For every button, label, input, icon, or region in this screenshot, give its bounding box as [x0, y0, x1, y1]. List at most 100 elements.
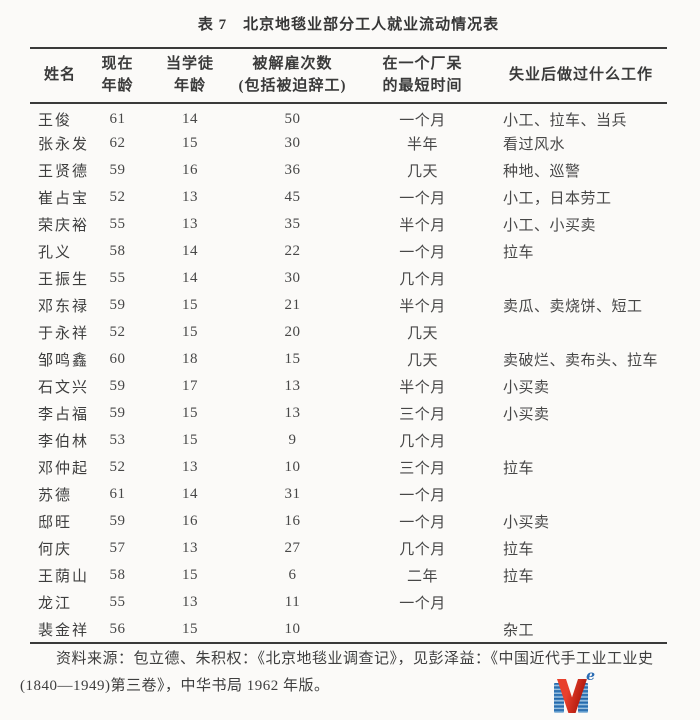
- table-cell: 22: [284, 243, 301, 259]
- table-cell: 一个月: [399, 515, 446, 531]
- table-cell: 14: [182, 270, 198, 286]
- table-cell: 几个月: [399, 434, 446, 450]
- table-cell: 王贤德: [38, 164, 90, 180]
- table-cell: 62: [109, 135, 126, 151]
- table-cell: 16: [182, 513, 198, 529]
- table-cell: [495, 589, 667, 616]
- table-row: 崔占宝 52 13 45 一个月 小工，日本劳工: [30, 184, 667, 211]
- table-row: 何庆 57 13 27 几个月 拉车: [30, 535, 667, 562]
- table-cell: 小买卖: [503, 407, 550, 423]
- table-cell: 10: [284, 459, 301, 475]
- table-cell: 李伯林: [38, 434, 90, 450]
- table-cell: 27: [284, 540, 301, 556]
- table-cell: 58: [109, 567, 126, 583]
- table-cell: 16: [182, 162, 198, 178]
- table-cell: 拉车: [503, 245, 535, 261]
- table-cell: 邹鸣鑫: [38, 353, 90, 369]
- table-cell: 15: [284, 351, 301, 367]
- table-cell: 几天: [406, 353, 438, 369]
- table-cell: 小买卖: [503, 380, 550, 396]
- table-cell: 52: [109, 324, 126, 340]
- logo-superscript-e: e: [586, 668, 595, 684]
- table-cell: 裴金祥: [38, 622, 90, 639]
- table-cell: 55: [109, 216, 126, 232]
- table-cell: 13: [182, 540, 198, 556]
- table-cell: 13: [182, 216, 198, 232]
- table-cell: 36: [284, 162, 301, 178]
- table-cell: 15: [182, 324, 198, 340]
- table-cell: 一个月: [399, 191, 446, 207]
- table-cell: 31: [284, 486, 301, 502]
- table-row: 石文兴 59 17 13 半个月 小买卖: [30, 373, 667, 400]
- table-cell: 何庆: [38, 542, 73, 558]
- col-header-shortest-stay: 在一个厂呆 的最短时间: [350, 48, 495, 104]
- col-header-jobs-after: 失业后做过什么工作: [495, 48, 667, 104]
- table-cell: 15: [182, 405, 198, 421]
- table-cell: [495, 481, 667, 508]
- table-row: 邓仲起 52 13 10 三个月 拉车: [30, 454, 667, 481]
- table-row: 邸旺 59 16 16 一个月 小买卖: [30, 508, 667, 535]
- table-cell: 拉车: [503, 542, 535, 558]
- table-row: 王俊 61 14 50 一个月 小工、拉车、当兵: [30, 103, 667, 130]
- table-cell: 6: [288, 567, 297, 583]
- source-note: 资料来源：包立德、朱积权：《北京地毯业调查记》，见彭泽益：《中国近代手工业工业史…: [20, 646, 682, 700]
- table-cell: 王荫山: [38, 569, 90, 585]
- table-row: 于永祥 52 15 20 几天: [30, 319, 667, 346]
- table-cell: [495, 427, 667, 454]
- table-cell: 20: [284, 324, 301, 340]
- table-cell: 14: [182, 110, 198, 127]
- table-cell: 于永祥: [38, 326, 90, 342]
- table-cell: 一个月: [399, 112, 446, 129]
- table-body: 王俊 61 14 50 一个月 小工、拉车、当兵 张永发 62 15 30 半年 看过风水 王贤德 59 1…: [30, 103, 667, 643]
- table-cell: 石文兴: [38, 380, 90, 396]
- table-cell: 35: [284, 216, 301, 232]
- table-cell: 61: [109, 486, 126, 502]
- table-cell: 59: [109, 513, 126, 529]
- table-cell: 13: [182, 594, 198, 610]
- table-cell: 小买卖: [503, 515, 550, 531]
- table-cell: 15: [182, 567, 198, 583]
- table-cell: 拉车: [503, 461, 535, 477]
- table-cell: 三个月: [399, 461, 446, 477]
- table-cell: 苏德: [38, 488, 73, 504]
- logo-right-stripe-bar-icon: [578, 683, 588, 713]
- table-cell: 崔占宝: [38, 191, 90, 207]
- table-cell: 小工、拉车、当兵: [503, 112, 628, 129]
- table-row: 王贤德 59 16 36 几天 种地、巡警: [30, 157, 667, 184]
- table-cell: 荣庆裕: [38, 218, 90, 234]
- table-cell: 59: [109, 297, 126, 313]
- table-cell: 55: [109, 270, 126, 286]
- col-header-apprentice-age: 当学徒 年龄: [145, 48, 235, 104]
- table-cell: 邓东禄: [38, 299, 90, 315]
- table-row: 王振生 55 14 30 几个月: [30, 265, 667, 292]
- table-cell: 45: [284, 189, 301, 205]
- table-cell: 几天: [406, 164, 438, 180]
- table-cell: 一个月: [399, 488, 446, 504]
- table-cell: 13: [182, 459, 198, 475]
- col-header-current-age: 现在 年龄: [90, 48, 145, 104]
- table-cell: 15: [182, 620, 198, 637]
- table-cell: 张永发: [38, 137, 90, 153]
- table-cell: 55: [109, 594, 126, 610]
- table-cell: 龙江: [38, 596, 73, 612]
- table-cell: [350, 616, 495, 643]
- table-cell: 14: [182, 243, 198, 259]
- table-cell: 9: [288, 432, 297, 448]
- table-cell: 16: [284, 513, 301, 529]
- table-row: 李占福 59 15 13 三个月 小买卖: [30, 400, 667, 427]
- table-cell: 53: [109, 432, 126, 448]
- table-cell: 杂工: [503, 622, 535, 639]
- brand-watermark-logo: e: [553, 668, 595, 717]
- source-note-line-2: (1840—1949)第三卷》，中华书局 1962 年版。: [20, 678, 330, 694]
- table-cell: 孔义: [38, 245, 73, 261]
- table-cell: 10: [284, 620, 301, 637]
- table-row: 荣庆裕 55 13 35 半个月 小工、小买卖: [30, 211, 667, 238]
- table-cell: 邓仲起: [38, 461, 90, 477]
- table-row: 龙江 55 13 11 一个月: [30, 589, 667, 616]
- table-row: 裴金祥 56 15 10 杂工: [30, 616, 667, 643]
- table-cell: 60: [109, 351, 126, 367]
- table-cell: [495, 265, 667, 292]
- table-cell: 52: [109, 459, 126, 475]
- table-cell: 13: [284, 405, 301, 421]
- table-cell: 58: [109, 243, 126, 259]
